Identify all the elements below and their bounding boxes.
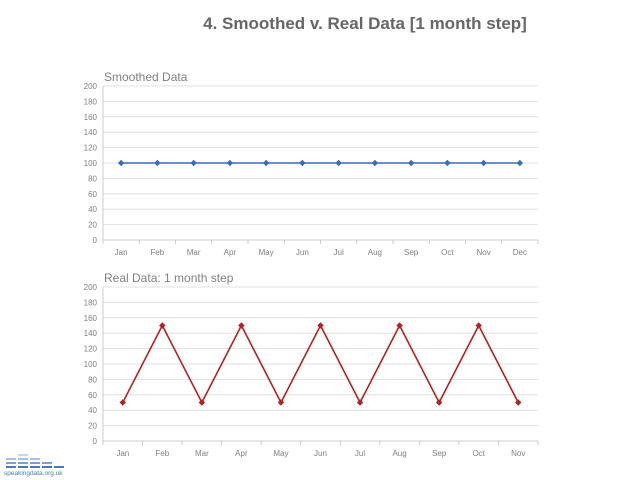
data-point xyxy=(317,322,324,329)
data-point xyxy=(226,159,234,167)
y-tick-label: 0 xyxy=(93,437,98,446)
slide-title: 4. Smoothed v. Real Data [1 month step] xyxy=(203,14,527,33)
data-point xyxy=(371,159,379,167)
x-tick-label: Sep xyxy=(404,248,419,257)
x-tick-label: Jul xyxy=(334,248,344,257)
x-tick-label: Oct xyxy=(472,449,485,458)
y-tick-label: 200 xyxy=(84,82,98,91)
y-tick-label: 60 xyxy=(88,391,97,400)
x-tick-label: May xyxy=(259,248,274,257)
data-point xyxy=(238,322,245,329)
data-point xyxy=(335,159,342,167)
x-tick-label: May xyxy=(273,449,288,458)
y-tick-label: 160 xyxy=(84,314,98,323)
data-point xyxy=(516,159,524,167)
x-tick-label: Jul xyxy=(355,449,365,458)
y-tick-label: 160 xyxy=(84,113,98,122)
data-point xyxy=(435,399,443,406)
data-point xyxy=(159,322,166,329)
x-tick-label: Dec xyxy=(513,248,527,257)
x-tick-label: Nov xyxy=(477,248,491,257)
y-tick-label: 180 xyxy=(84,298,98,307)
data-point xyxy=(444,159,451,167)
smoothed-chart: Smoothed Data 0 20 40 60 80 100 120 140 160 180 20… xyxy=(0,70,640,270)
y-tick-label: 120 xyxy=(84,144,98,153)
bars-logo-icon xyxy=(6,454,64,468)
data-point xyxy=(190,159,197,167)
x-tick-label: Feb xyxy=(150,248,164,257)
smoothed-chart-svg: 0 20 40 60 80 100 120 140 160 180 200 Jan Feb Mar Apr M… xyxy=(84,82,539,257)
data-point xyxy=(262,159,270,167)
data-point xyxy=(480,159,487,167)
y-tick-label: 120 xyxy=(84,345,98,354)
data-point xyxy=(117,159,125,167)
y-tick-label: 60 xyxy=(88,190,97,199)
x-tick-label: Jan xyxy=(115,248,128,257)
data-point xyxy=(299,159,306,167)
real-chart: Real Data: 1 month step 0 20 40 60 80 100 120 1… xyxy=(0,271,640,471)
x-tick-label: Jun xyxy=(296,248,309,257)
x-tick-label: Nov xyxy=(511,449,525,458)
x-tick-label: Apr xyxy=(224,248,237,257)
data-point xyxy=(475,322,482,329)
logo-text: speakingdata.org.uk xyxy=(4,470,63,477)
y-tick-label: 20 xyxy=(88,221,97,230)
y-tick-label: 100 xyxy=(84,360,98,369)
y-tick-label: 140 xyxy=(84,128,98,137)
y-tick-label: 80 xyxy=(88,375,97,384)
data-point xyxy=(119,399,126,406)
x-tick-label: Aug xyxy=(392,449,406,458)
data-point xyxy=(198,399,206,406)
x-tick-label: Aug xyxy=(368,248,382,257)
real-chart-svg: 0 20 40 60 80 100 120 140 160 180 200 Jan Feb Mar Apr M… xyxy=(84,283,539,458)
x-tick-label: Jan xyxy=(116,449,129,458)
y-tick-label: 140 xyxy=(84,329,98,338)
x-tick-label: Jun xyxy=(314,449,327,458)
y-tick-label: 180 xyxy=(84,97,98,106)
real-chart-title: Real Data: 1 month step xyxy=(104,271,234,285)
x-tick-label: Feb xyxy=(155,449,169,458)
smoothed-chart-title: Smoothed Data xyxy=(104,70,188,84)
speakingdata-logo: speakingdata.org.uk xyxy=(4,452,74,480)
data-point xyxy=(515,399,522,406)
y-tick-label: 80 xyxy=(88,174,97,183)
data-point xyxy=(396,322,403,329)
data-point xyxy=(154,159,161,167)
x-tick-label: Mar xyxy=(195,449,209,458)
data-point xyxy=(277,399,285,406)
y-tick-label: 100 xyxy=(84,159,98,168)
x-tick-label: Oct xyxy=(441,248,454,257)
data-point xyxy=(356,399,364,406)
y-tick-label: 20 xyxy=(88,422,97,431)
x-tick-label: Apr xyxy=(235,449,248,458)
y-tick-label: 200 xyxy=(84,283,98,292)
x-tick-label: Mar xyxy=(187,248,201,257)
y-tick-label: 40 xyxy=(88,406,97,415)
x-tick-label: Sep xyxy=(432,449,447,458)
y-tick-label: 0 xyxy=(93,236,98,245)
data-point xyxy=(407,159,415,167)
y-tick-label: 40 xyxy=(88,205,97,214)
